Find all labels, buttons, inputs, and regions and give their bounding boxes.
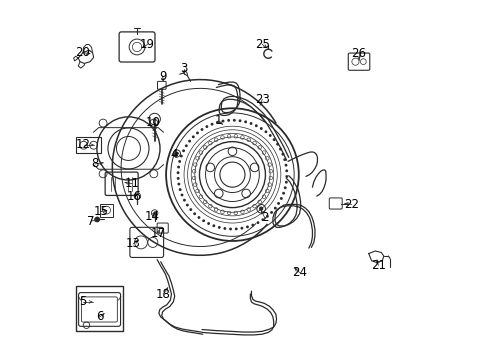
Circle shape: [178, 160, 181, 163]
Circle shape: [284, 186, 287, 189]
Circle shape: [212, 224, 215, 227]
Circle shape: [207, 222, 210, 225]
Circle shape: [177, 183, 180, 185]
Circle shape: [280, 197, 283, 200]
Circle shape: [177, 171, 179, 174]
Text: 13: 13: [125, 237, 141, 250]
Circle shape: [281, 153, 284, 156]
Bar: [76, 137, 101, 153]
Text: 10: 10: [146, 116, 161, 129]
Circle shape: [276, 143, 279, 146]
Text: 12: 12: [76, 138, 91, 151]
Text: 2: 2: [261, 211, 269, 224]
Circle shape: [200, 128, 203, 131]
Text: 24: 24: [292, 266, 307, 279]
Circle shape: [229, 228, 232, 230]
Circle shape: [223, 227, 226, 230]
Circle shape: [270, 211, 273, 214]
Text: 17: 17: [151, 226, 166, 239]
Circle shape: [185, 144, 188, 147]
Circle shape: [285, 170, 288, 172]
Circle shape: [197, 216, 200, 219]
Circle shape: [181, 194, 183, 197]
Circle shape: [235, 228, 238, 230]
Circle shape: [205, 125, 208, 128]
Circle shape: [95, 217, 100, 222]
Circle shape: [285, 175, 288, 178]
Circle shape: [246, 225, 249, 228]
Text: 3: 3: [180, 62, 188, 75]
Circle shape: [251, 224, 254, 226]
Circle shape: [260, 127, 263, 130]
Circle shape: [274, 207, 277, 210]
Circle shape: [189, 208, 192, 211]
Bar: [100, 204, 113, 217]
Circle shape: [249, 122, 252, 125]
Circle shape: [180, 154, 183, 157]
Text: 23: 23: [255, 93, 270, 106]
Circle shape: [193, 212, 196, 215]
Text: 15: 15: [94, 205, 108, 218]
Circle shape: [177, 166, 180, 168]
Circle shape: [186, 204, 189, 207]
Circle shape: [269, 134, 271, 137]
Circle shape: [279, 148, 282, 150]
Circle shape: [262, 218, 264, 221]
Circle shape: [277, 202, 280, 205]
Circle shape: [175, 152, 179, 155]
Circle shape: [218, 226, 220, 229]
Circle shape: [285, 181, 288, 184]
Text: 19: 19: [140, 38, 155, 51]
Circle shape: [202, 219, 205, 222]
Text: 16: 16: [127, 190, 142, 203]
Circle shape: [241, 227, 244, 230]
Circle shape: [239, 119, 242, 122]
Text: 9: 9: [159, 69, 166, 82]
Circle shape: [182, 149, 185, 152]
Text: 7: 7: [87, 215, 95, 228]
Circle shape: [192, 135, 195, 138]
Circle shape: [179, 188, 182, 191]
Circle shape: [259, 207, 263, 211]
Circle shape: [183, 199, 186, 202]
Circle shape: [266, 215, 269, 218]
Circle shape: [282, 192, 285, 195]
Bar: [76, 286, 123, 330]
Circle shape: [233, 119, 236, 122]
Circle shape: [283, 158, 286, 161]
Circle shape: [221, 120, 224, 122]
Circle shape: [244, 120, 247, 123]
Text: 4: 4: [170, 148, 178, 161]
Text: 14: 14: [145, 210, 160, 223]
Text: 25: 25: [255, 38, 270, 51]
Circle shape: [285, 164, 288, 167]
Text: 21: 21: [371, 259, 386, 272]
Text: 1: 1: [214, 114, 222, 127]
Circle shape: [211, 123, 214, 126]
Circle shape: [273, 138, 275, 141]
Circle shape: [216, 121, 219, 124]
Text: 22: 22: [344, 198, 359, 211]
Text: 6: 6: [96, 310, 103, 324]
Text: 20: 20: [75, 46, 90, 59]
Text: 18: 18: [156, 288, 171, 301]
Circle shape: [255, 124, 258, 127]
Circle shape: [177, 177, 180, 180]
Text: 11: 11: [124, 177, 140, 190]
Circle shape: [188, 140, 191, 143]
Text: 26: 26: [351, 47, 367, 60]
Circle shape: [257, 221, 259, 224]
Circle shape: [265, 130, 268, 133]
Circle shape: [227, 119, 230, 122]
Text: 5: 5: [79, 296, 87, 309]
Circle shape: [196, 131, 199, 134]
Text: 8: 8: [92, 157, 99, 170]
